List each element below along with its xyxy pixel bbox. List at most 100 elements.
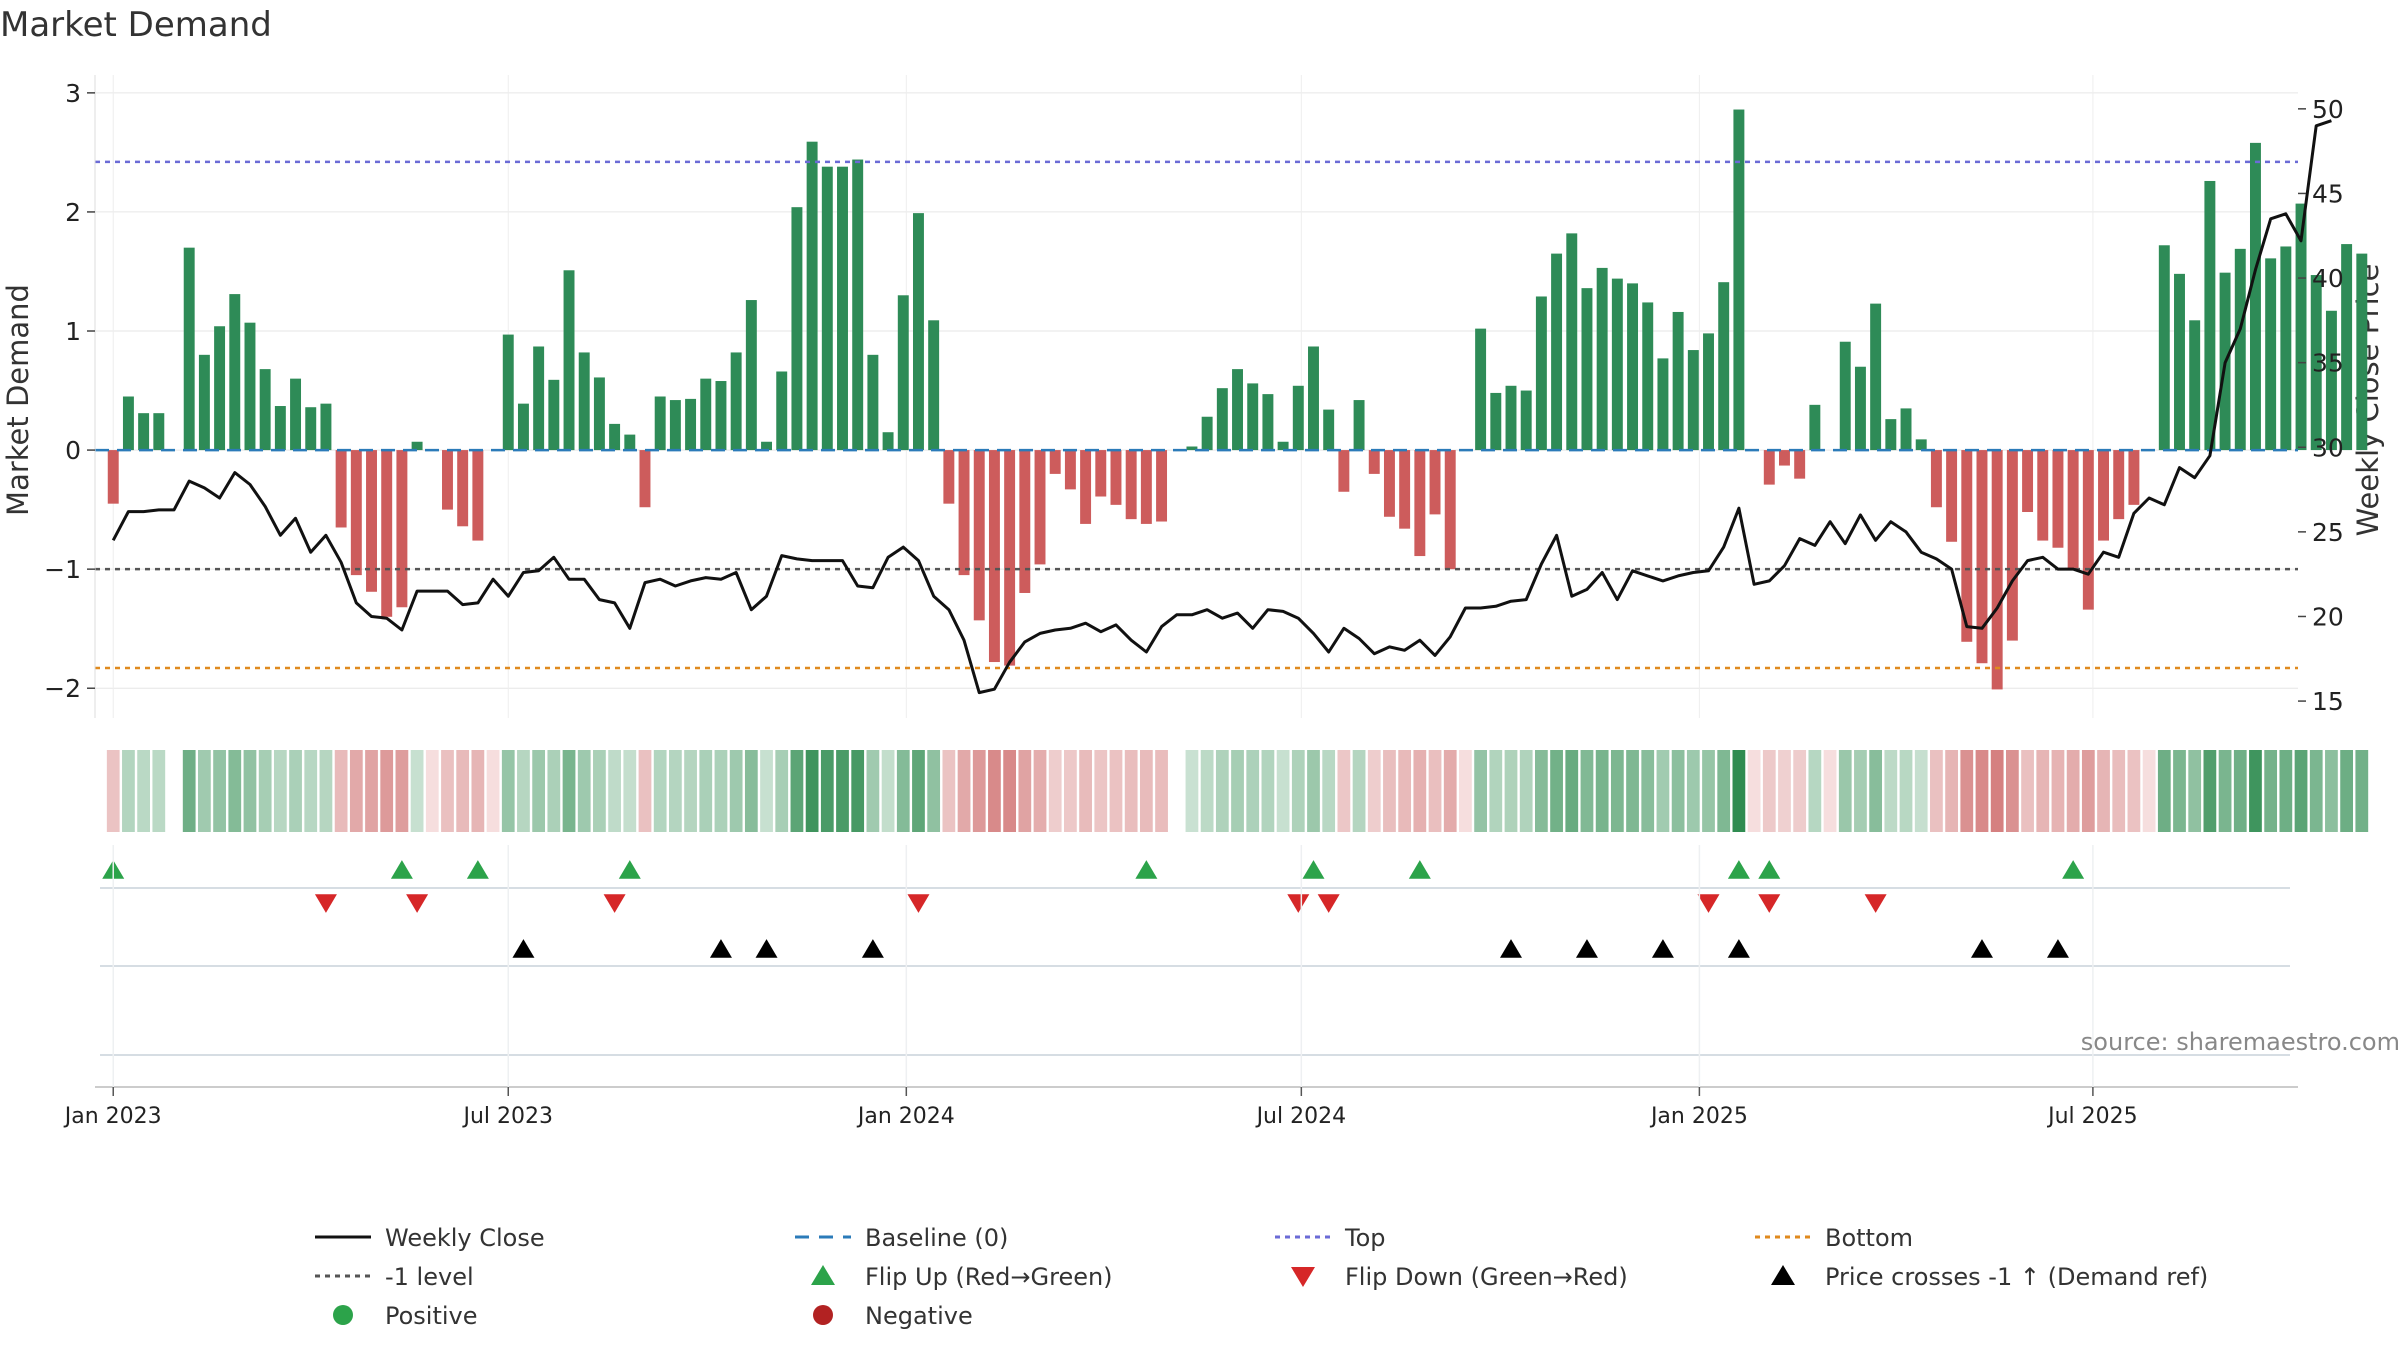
flip-down-marker: [314, 894, 337, 913]
demand-bar: [1247, 383, 1259, 451]
heat-cell: [790, 750, 804, 832]
heat-cell: [988, 750, 1001, 832]
demand-bar: [229, 294, 241, 451]
demand-bar: [2295, 203, 2307, 451]
heat-cell: [2036, 750, 2050, 832]
heat-cell: [273, 750, 287, 832]
heat-cell: [881, 750, 895, 832]
x-tick-label: Jul 2024: [1255, 1104, 1347, 1129]
heat-cell: [1079, 750, 1092, 832]
demand-bar: [1475, 328, 1487, 451]
y2-axis-label: Weekly Close Price: [2351, 264, 2385, 537]
event-markers: [100, 860, 2290, 1056]
heat-cell: [760, 750, 773, 832]
y-tick-label: 1: [65, 317, 81, 346]
demand-bar: [548, 379, 560, 451]
heat-cell: [2203, 750, 2217, 832]
price-line-group: [111, 119, 2332, 695]
heat-cell: [2112, 750, 2126, 832]
heat-cell: [1899, 750, 1913, 832]
demand-bars: [107, 109, 2368, 690]
demand-bar: [1946, 450, 1958, 542]
reference-lines: [95, 160, 2298, 670]
heat-cell: [668, 750, 682, 832]
heat-cell: [501, 750, 515, 832]
heat-cell: [2188, 750, 2202, 832]
demand-bar: [2356, 253, 2368, 451]
heat-cell: [1990, 750, 2004, 832]
demand-bar: [1915, 439, 1927, 451]
demand-bar: [1140, 450, 1152, 524]
price-cross-marker: [1651, 939, 1674, 958]
flip-up-marker: [1758, 860, 1781, 879]
heat-cell: [2294, 750, 2308, 832]
demand-bar: [776, 371, 788, 451]
demand-bar: [1156, 450, 1168, 522]
heat-cell: [1064, 750, 1077, 832]
axes: 3 2 1 0 −1 −2 50 45 40 35 30 25 20 15: [44, 75, 2344, 718]
flip-down-marker: [406, 894, 429, 913]
heat-cell: [2309, 750, 2323, 832]
demand-bar: [2006, 450, 2018, 641]
heat-cell: [1413, 750, 1427, 832]
heat-cell: [562, 750, 576, 832]
demand-bar: [973, 450, 985, 621]
heat-cell: [729, 750, 743, 832]
demand-bar: [1672, 311, 1684, 451]
heat-cell: [1884, 750, 1898, 832]
heat-cell: [836, 750, 849, 832]
demand-bar: [821, 166, 833, 451]
heat-cell: [2233, 750, 2247, 832]
demand-bar: [1976, 450, 1988, 664]
heat-cell: [1200, 750, 1214, 832]
demand-bar: [1004, 450, 1016, 666]
legend-label: Baseline (0): [865, 1224, 1008, 1252]
heat-cell: [1428, 750, 1442, 832]
heat-cell: [714, 750, 728, 832]
heat-cell: [1854, 750, 1867, 832]
heat-cell: [2142, 750, 2156, 832]
heat-cell: [1580, 750, 1594, 832]
demand-bar: [472, 450, 484, 541]
demand-bar: [1080, 450, 1092, 524]
flip-down-marker: [1317, 894, 1340, 913]
demand-bar: [2128, 450, 2140, 505]
heat-cell: [517, 750, 530, 832]
demand-bar: [1596, 267, 1608, 451]
heat-cell: [1808, 750, 1822, 832]
demand-bar: [1277, 441, 1289, 451]
demand-bar: [1779, 450, 1790, 466]
demand-bar: [396, 450, 408, 608]
demand-bar: [1490, 392, 1502, 451]
demand-bar: [2280, 246, 2292, 451]
flip-down-marker: [907, 894, 930, 913]
demand-bar: [1930, 450, 1942, 508]
heat-cell: [1367, 750, 1381, 832]
demand-bar: [958, 450, 970, 576]
demand-bar: [2082, 450, 2094, 610]
heat-cell: [1626, 750, 1639, 832]
heat-cell: [441, 750, 454, 832]
heat-cell: [2264, 750, 2278, 832]
heat-cell: [258, 750, 272, 832]
heat-cell: [1869, 750, 1883, 832]
legend-label: Bottom: [1825, 1224, 1913, 1252]
heat-cell: [1459, 750, 1472, 832]
heat-cell: [1595, 750, 1609, 832]
flip-up-marker: [2062, 860, 2085, 879]
heat-cell: [1656, 750, 1670, 832]
demand-bar: [988, 450, 1000, 663]
heat-cell: [1033, 750, 1047, 832]
legend-symbol: [1291, 1267, 1315, 1287]
heat-cell: [182, 750, 196, 832]
heat-cell: [1823, 750, 1837, 832]
flip-up-marker: [1408, 860, 1431, 879]
demand-bar: [1581, 288, 1593, 451]
demand-bar: [563, 270, 575, 451]
demand-bar: [1535, 296, 1547, 451]
demand-bar: [2310, 275, 2322, 451]
heat-cell: [122, 750, 135, 832]
demand-bar: [2158, 245, 2170, 451]
heat-cell: [228, 750, 242, 832]
heat-cell: [2021, 750, 2034, 832]
